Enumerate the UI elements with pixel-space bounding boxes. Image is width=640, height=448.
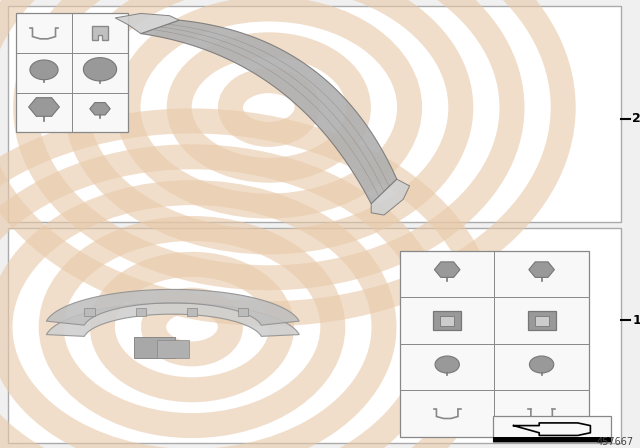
Bar: [84, 308, 95, 316]
Bar: [534, 316, 548, 326]
Polygon shape: [46, 303, 300, 336]
Polygon shape: [435, 262, 460, 277]
Bar: [238, 308, 248, 316]
Polygon shape: [92, 26, 108, 40]
Polygon shape: [371, 179, 410, 215]
Bar: [440, 316, 454, 326]
Text: 1: 1: [632, 314, 640, 327]
Circle shape: [83, 58, 116, 81]
Circle shape: [30, 60, 58, 80]
Polygon shape: [529, 262, 554, 277]
Polygon shape: [141, 20, 397, 204]
Bar: [493, 416, 611, 442]
Bar: [527, 311, 556, 331]
Circle shape: [435, 356, 460, 373]
Text: 457667: 457667: [596, 437, 634, 447]
Polygon shape: [46, 289, 300, 325]
Text: 2: 2: [632, 112, 640, 125]
Bar: [433, 311, 461, 331]
Bar: [8, 228, 621, 443]
Bar: [16, 13, 128, 132]
Bar: [493, 438, 611, 442]
Bar: [136, 308, 146, 316]
Bar: [134, 337, 175, 358]
Bar: [400, 251, 589, 437]
Bar: [8, 6, 621, 222]
Polygon shape: [90, 103, 110, 115]
Polygon shape: [115, 13, 179, 34]
Bar: [157, 340, 189, 358]
Bar: [187, 308, 197, 316]
Circle shape: [529, 356, 554, 373]
Polygon shape: [29, 98, 60, 116]
